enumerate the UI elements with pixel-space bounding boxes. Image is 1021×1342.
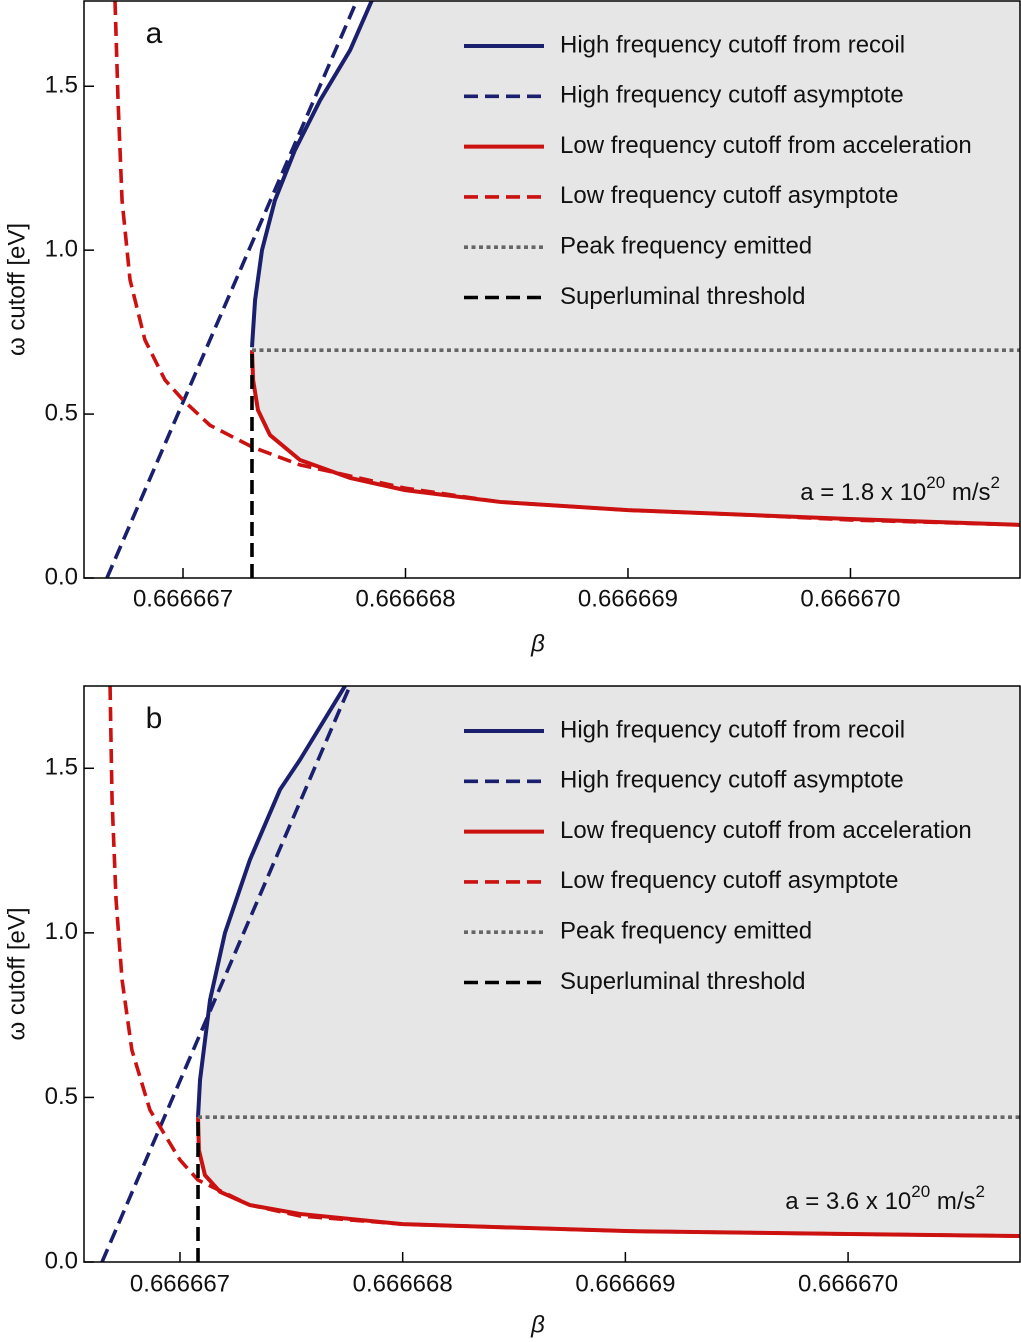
- plot-area: [105, 1, 1020, 578]
- panel-label: b: [146, 702, 163, 735]
- y-tick-label: 0.0: [45, 563, 78, 590]
- y-axis-label: ω cutoff [eV]: [3, 223, 30, 356]
- allowed-region: [198, 686, 1020, 1236]
- annotation-part: m/s: [930, 1188, 975, 1215]
- x-tick-label: 0.666670: [800, 585, 900, 612]
- plot-frame: [83, 685, 1021, 1263]
- annotation-part: 2: [991, 473, 1000, 492]
- y-tick-label: 1.5: [45, 72, 78, 99]
- y-tick-label: 0.0: [45, 1247, 78, 1274]
- allowed-region: [251, 1, 1020, 525]
- legend-label: Low frequency cutoff from acceleration: [560, 132, 972, 159]
- y-tick-label: 1.0: [45, 236, 78, 263]
- annotation-part: 20: [926, 473, 945, 492]
- legend-label: Superluminal threshold: [560, 283, 805, 310]
- series-line: [249, 1, 374, 348]
- x-axis-label: β: [530, 630, 545, 657]
- legend-label: Low frequency cutoff asymptote: [560, 867, 898, 894]
- x-tick-label: 0.666667: [130, 1270, 230, 1297]
- x-tick-label: 0.666669: [578, 585, 678, 612]
- y-tick-label: 0.5: [45, 1083, 78, 1110]
- x-tick-label: 0.666669: [575, 1270, 675, 1297]
- legend-label: Low frequency cutoff asymptote: [560, 182, 898, 209]
- legend-label: Peak frequency emitted: [560, 233, 812, 260]
- series-line: [113, 1, 1020, 527]
- legend-label: High frequency cutoff from recoil: [560, 716, 905, 743]
- plot-area: [100, 686, 1020, 1262]
- x-axis-label: β: [530, 1311, 545, 1338]
- annotation-part: 20: [911, 1182, 930, 1201]
- annotation-part: 2: [976, 1182, 985, 1201]
- legend-label: Superluminal threshold: [560, 968, 805, 995]
- legend-label: Peak frequency emitted: [560, 918, 812, 945]
- panel-label: a: [146, 17, 163, 50]
- x-tick-label: 0.666670: [798, 1270, 898, 1297]
- y-tick-label: 1.5: [45, 754, 78, 781]
- legend-label: High frequency cutoff asymptote: [560, 82, 904, 109]
- y-tick-label: 1.0: [45, 918, 78, 945]
- annotation-part: a = 3.6 x 10: [785, 1188, 911, 1215]
- x-tick-label: 0.666667: [133, 585, 233, 612]
- legend-label: Low frequency cutoff from acceleration: [560, 817, 972, 844]
- series-line: [108, 686, 1020, 1238]
- y-tick-label: 0.5: [45, 399, 78, 426]
- annotation: a = 3.6 x 1020 m/s2: [785, 1182, 985, 1215]
- x-tick-label: 0.666668: [353, 1270, 453, 1297]
- legend-label: High frequency cutoff asymptote: [560, 767, 904, 794]
- plot-frame: [83, 0, 1021, 579]
- series-line: [196, 686, 347, 1118]
- annotation: a = 1.8 x 1020 m/s2: [800, 473, 1000, 506]
- legend-label: High frequency cutoff from recoil: [560, 31, 905, 58]
- annotation-part: m/s: [945, 479, 990, 506]
- annotation-part: a = 1.8 x 10: [800, 479, 926, 506]
- x-tick-label: 0.666668: [355, 585, 455, 612]
- y-axis-label: ω cutoff [eV]: [3, 907, 30, 1040]
